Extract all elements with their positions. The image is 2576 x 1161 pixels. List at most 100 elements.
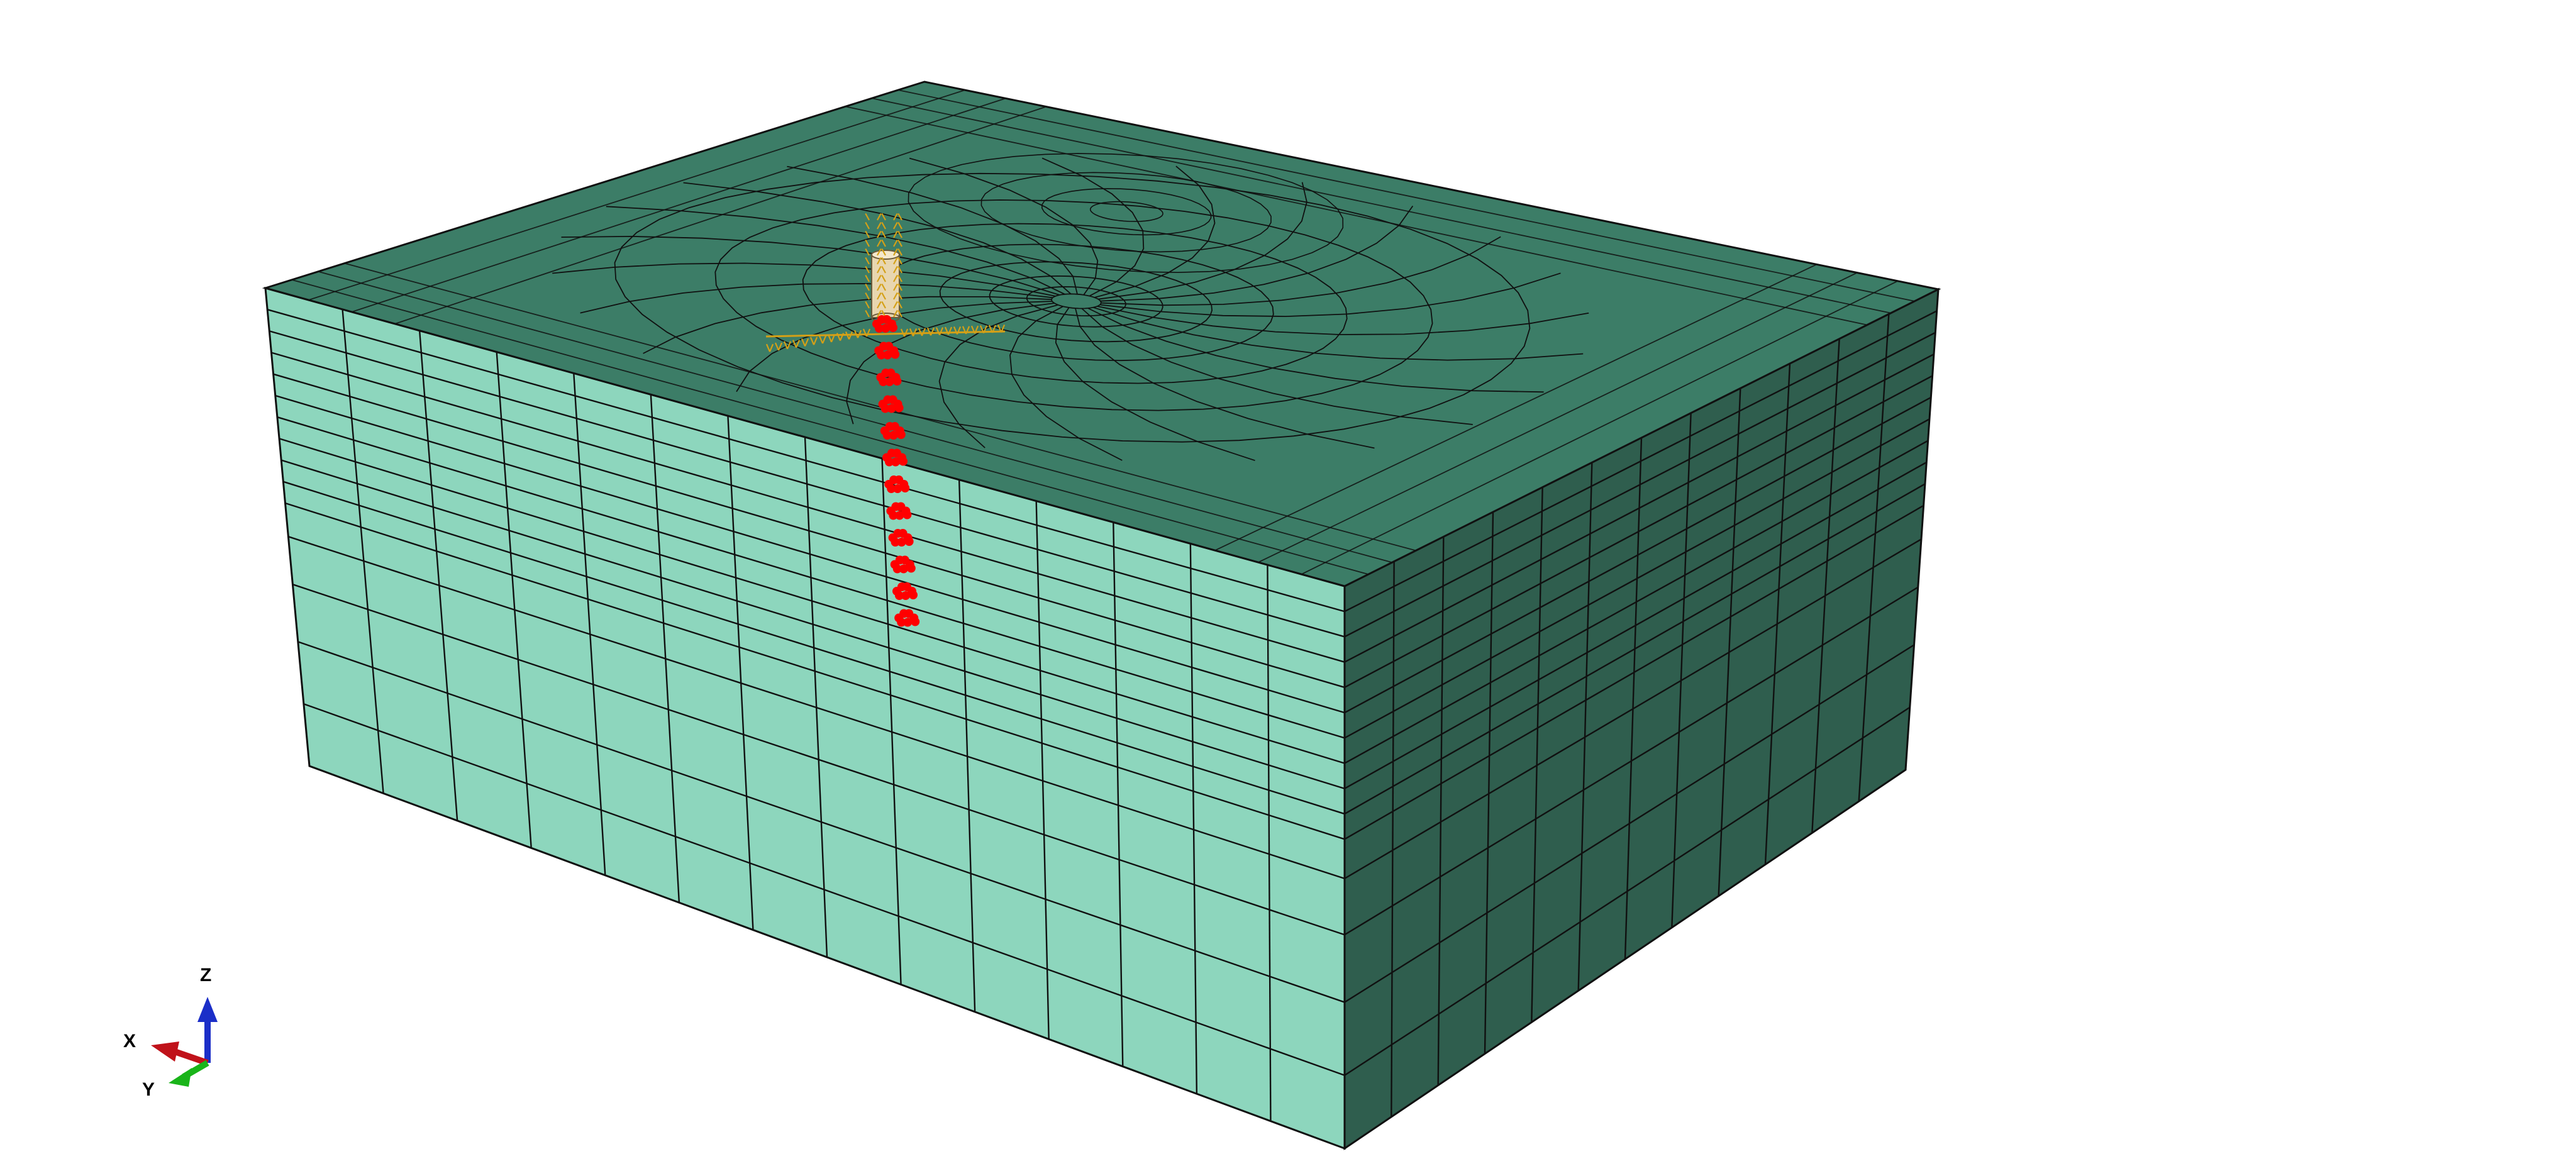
front-mesh-horizontal-line xyxy=(269,330,1345,638)
constraint-tick xyxy=(897,257,902,265)
top-edge-mesh-line xyxy=(394,106,1046,325)
front-mesh-horizontal-line xyxy=(285,502,1345,840)
load-marker-dot xyxy=(881,324,890,333)
top-radial-spoke xyxy=(1097,306,1589,335)
constraint-tick xyxy=(918,328,923,336)
load-marker-dot xyxy=(901,484,910,492)
top-radial-ring xyxy=(939,261,1213,343)
constraint-tick xyxy=(865,292,870,300)
constraint-tick xyxy=(881,239,886,247)
x-axis-arrowhead xyxy=(151,1042,179,1062)
front-mesh-vertical-line xyxy=(341,309,384,794)
right-mesh-horizontal-line xyxy=(1344,331,1936,638)
load-marker-dot xyxy=(889,323,897,332)
load-marker-dot xyxy=(893,484,902,493)
load-marker-dot xyxy=(887,484,896,493)
top-radial-spoke xyxy=(736,301,1053,392)
soil-block-front-face xyxy=(264,286,1346,1150)
constraint-tick xyxy=(881,292,886,300)
load-marker-dot xyxy=(897,538,906,547)
constraint-tick xyxy=(877,301,882,309)
top-radial-spoke xyxy=(909,157,1099,296)
front-mesh-vertical-line xyxy=(1189,543,1198,1094)
right-mesh-vertical-line xyxy=(1811,338,1840,833)
constraint-tick xyxy=(783,341,789,350)
top-radial-spoke xyxy=(1101,236,1501,306)
front-mesh-horizontal-line xyxy=(279,438,1345,764)
load-marker-dot xyxy=(875,324,884,333)
top-radial-spoke xyxy=(1098,182,1307,300)
x-axis-arrow xyxy=(170,1047,209,1066)
constraint-tick xyxy=(795,340,801,348)
top-secondary-ring xyxy=(1090,201,1163,222)
right-mesh-horizontal-line xyxy=(1344,353,1935,663)
constraint-tick xyxy=(804,338,809,347)
top-radial-spoke xyxy=(683,182,1072,295)
load-marker-dot xyxy=(902,510,912,519)
constraint-tick xyxy=(881,301,886,309)
constraint-tick xyxy=(865,213,870,221)
load-marker-dot xyxy=(896,430,906,439)
right-mesh-horizontal-line xyxy=(1344,504,1924,840)
front-mesh-vertical-line xyxy=(1035,501,1050,1040)
front-mesh-horizontal-line xyxy=(303,703,1345,1076)
top-edge-mesh-line xyxy=(291,279,1368,575)
right-mesh-vertical-line xyxy=(1391,561,1395,1117)
constraint-tick xyxy=(897,230,902,238)
top-edge-mesh-line xyxy=(1258,272,1858,563)
load-marker-dot xyxy=(894,403,904,413)
front-mesh-horizontal-line xyxy=(282,481,1345,815)
front-mesh-horizontal-line xyxy=(267,309,1345,613)
constraint-tick xyxy=(865,309,870,318)
right-mesh-horizontal-line xyxy=(1344,461,1927,789)
constraint-tick xyxy=(897,283,902,291)
constraint-tick xyxy=(893,257,898,265)
load-marker-dot xyxy=(892,377,902,386)
constraint-tick xyxy=(821,335,827,344)
right-mesh-horizontal-line xyxy=(1344,396,1931,714)
constraint-tick xyxy=(897,292,902,300)
constraint-tick xyxy=(777,342,783,351)
front-mesh-vertical-line xyxy=(496,352,532,848)
top-radial-spoke xyxy=(1099,272,1561,318)
constraint-tick xyxy=(813,336,818,345)
constraint-tick xyxy=(877,257,882,265)
constraint-tick xyxy=(877,309,882,318)
constraint-tick xyxy=(769,343,774,352)
load-markers xyxy=(872,315,920,627)
top-radial-spoke xyxy=(643,296,1052,354)
constraint-tick xyxy=(877,213,882,221)
top-radial-ring xyxy=(614,172,1531,443)
right-mesh-vertical-line xyxy=(1718,388,1741,896)
right-mesh-vertical-line xyxy=(1437,536,1445,1086)
y-axis-arrowhead xyxy=(169,1068,192,1087)
top-edge-mesh-line xyxy=(897,89,1915,302)
front-mesh-horizontal-line xyxy=(273,373,1345,689)
top-edge-mesh-line xyxy=(871,97,1891,314)
top-radial-spoke xyxy=(580,283,1053,314)
constraint-tick xyxy=(893,213,898,221)
constraint-tick xyxy=(897,221,902,230)
front-mesh-vertical-line xyxy=(727,416,754,930)
load-marker-dot xyxy=(892,564,902,574)
front-mesh-vertical-line xyxy=(958,479,976,1012)
load-marker-dot xyxy=(887,404,896,413)
right-mesh-horizontal-line xyxy=(1344,418,1930,739)
load-marker-dot xyxy=(906,564,916,573)
constraint-base-line xyxy=(765,330,1006,338)
x-axis-label: X xyxy=(123,1031,136,1052)
constraint-tick xyxy=(792,340,797,348)
front-mesh-vertical-line xyxy=(1267,565,1272,1121)
front-mesh-vertical-line xyxy=(573,373,606,875)
load-marker-dot xyxy=(891,457,900,467)
constraint-tick xyxy=(809,336,815,345)
right-mesh-vertical-line xyxy=(1484,511,1494,1054)
front-mesh-horizontal-line xyxy=(288,536,1345,880)
load-marker-dot xyxy=(904,537,914,546)
constraint-tick xyxy=(897,309,902,318)
load-marker-dot xyxy=(895,591,904,600)
right-mesh-vertical-line xyxy=(1624,437,1643,960)
constraint-tick xyxy=(897,213,902,221)
